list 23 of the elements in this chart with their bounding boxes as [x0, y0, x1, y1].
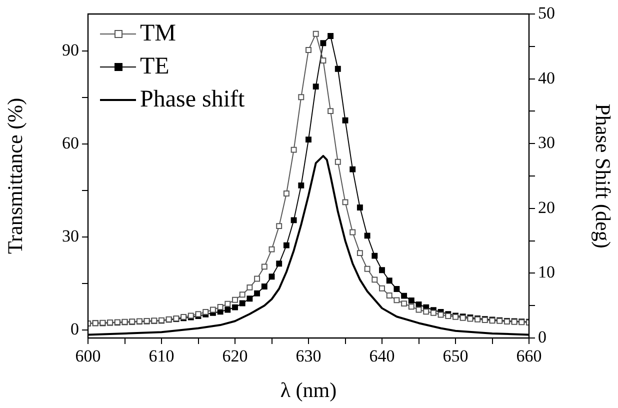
legend-label: Phase shift: [140, 86, 245, 112]
legend-label: TM: [140, 20, 176, 46]
y-tick-label: 0: [70, 320, 79, 339]
y-tick-label: 30: [62, 226, 79, 246]
x-tick-label: 600: [75, 346, 101, 366]
x-axis-title: λ (nm): [280, 378, 337, 402]
x-tick-label: 650: [442, 346, 468, 366]
x-tick-label: 620: [222, 346, 248, 366]
y2-tick-label: 30: [538, 133, 555, 152]
legend-label: TE: [140, 53, 170, 80]
y-tick-label: 60: [62, 134, 79, 153]
y2-tick-label: 10: [538, 262, 555, 282]
y2-tick-label: 20: [538, 198, 555, 217]
x-tick-label: 660: [516, 346, 542, 366]
y2-tick-label: 40: [538, 68, 555, 88]
y2-axis-title: Phase Shift (deg): [590, 104, 615, 248]
y-axis-title: Transmittance (%): [3, 98, 28, 254]
x-tick-label: 610: [148, 346, 174, 366]
y2-tick-label: 0: [538, 327, 546, 346]
y2-tick-label: 50: [538, 3, 555, 22]
x-tick-label: 630: [296, 346, 322, 366]
y-tick-label: 90: [62, 40, 79, 60]
x-tick-label: 640: [369, 346, 395, 366]
